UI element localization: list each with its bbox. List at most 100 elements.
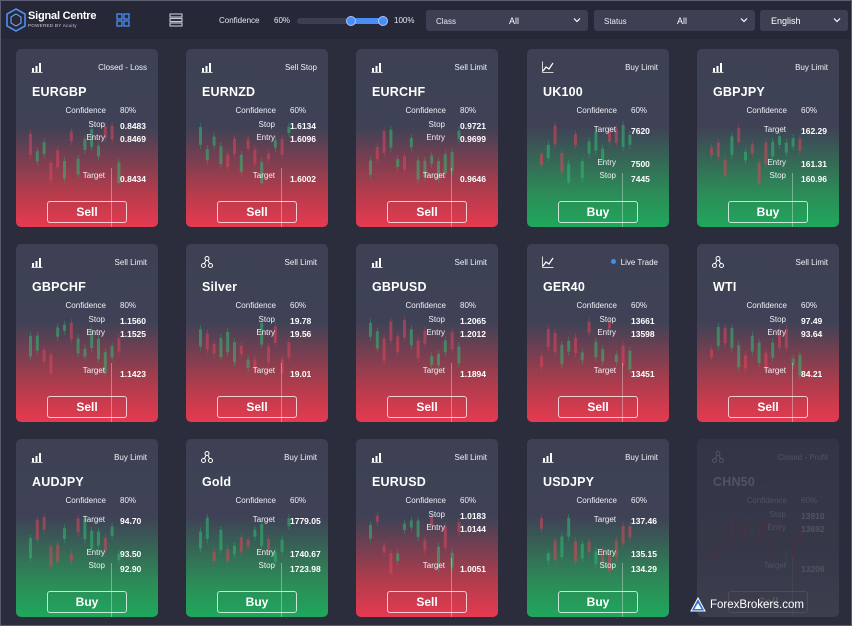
- entry-label: Entry: [256, 548, 275, 557]
- signal-status-text: Live Trade: [620, 258, 658, 267]
- confidence-value: 60%: [801, 496, 818, 505]
- target-label: Target: [82, 366, 105, 375]
- signal-status: Buy Limit: [625, 63, 658, 72]
- signal-status: Closed - Profit: [777, 453, 828, 462]
- target-price: 13206: [801, 564, 825, 574]
- target-label: Target: [763, 366, 786, 375]
- sell-button[interactable]: Sell: [728, 396, 808, 418]
- entry-label: Entry: [597, 328, 616, 337]
- sell-button[interactable]: Sell: [728, 591, 808, 613]
- candlestick-background: [29, 513, 121, 571]
- confidence-value: 60%: [290, 301, 307, 310]
- status-dropdown[interactable]: Status All: [594, 10, 755, 31]
- sell-button[interactable]: Sell: [387, 201, 467, 223]
- confidence-value: 80%: [120, 496, 137, 505]
- stop-price: 97.49: [801, 316, 823, 326]
- buy-button[interactable]: Buy: [728, 201, 808, 223]
- confidence-value: 80%: [120, 301, 137, 310]
- signal-card[interactable]: Closed - Profit CHN50 Confidence 60% Sto…: [697, 439, 839, 617]
- target-label: Target: [763, 561, 786, 570]
- confidence-range-slider[interactable]: [297, 16, 388, 26]
- target-price: 7620: [631, 126, 650, 136]
- stop-label: Stop: [428, 120, 445, 129]
- nodes-icon: [712, 256, 724, 268]
- price-level-line: [622, 173, 623, 227]
- candlestick-background: [540, 121, 632, 185]
- sell-button[interactable]: Sell: [387, 396, 467, 418]
- buy-button[interactable]: Buy: [47, 591, 127, 613]
- sell-button[interactable]: Sell: [217, 396, 297, 418]
- candlestick-background: [540, 513, 632, 575]
- signal-card[interactable]: Sell Limit EURCHF Confidence 80% Stop 0.…: [356, 49, 498, 227]
- stop-price: 13910: [801, 511, 825, 521]
- grid-view-icon[interactable]: [116, 13, 130, 27]
- signal-card[interactable]: Live Trade GER40 Confidence 60% Stop 136…: [527, 244, 669, 422]
- stop-price: 160.96: [801, 174, 827, 184]
- signal-card[interactable]: Buy Limit USDJPY Confidence 60% Target 1…: [527, 439, 669, 617]
- instrument-symbol: USDJPY: [543, 475, 595, 489]
- signal-status: Closed - Loss: [98, 63, 147, 72]
- entry-price: 93.64: [801, 329, 823, 339]
- signal-status: Buy Limit: [625, 453, 658, 462]
- confidence-filter-label: Confidence: [219, 16, 260, 25]
- target-label: Target: [252, 515, 275, 524]
- slider-max-handle[interactable]: [378, 16, 388, 26]
- bar-chart-icon: [201, 63, 213, 73]
- signal-card[interactable]: Buy Limit Gold Confidence 60% Target 177…: [186, 439, 328, 617]
- signal-card[interactable]: Sell Limit EURUSD Confidence 60% Stop 1.…: [356, 439, 498, 617]
- language-dropdown[interactable]: English: [760, 10, 848, 31]
- target-label: Target: [252, 366, 275, 375]
- signal-card[interactable]: Buy Limit AUDJPY Confidence 80% Target 9…: [16, 439, 158, 617]
- price-level-line: [111, 563, 112, 617]
- signal-card[interactable]: Closed - Loss EURGBP Confidence 80% Stop…: [16, 49, 158, 227]
- sell-button[interactable]: Sell: [47, 396, 127, 418]
- confidence-label: Confidence: [65, 496, 106, 505]
- entry-label: Entry: [256, 328, 275, 337]
- sell-button[interactable]: Sell: [387, 591, 467, 613]
- confidence-value: 60%: [631, 301, 648, 310]
- signal-card[interactable]: Buy Limit GBPJPY Confidence 60% Target 1…: [697, 49, 839, 227]
- buy-button[interactable]: Buy: [558, 591, 638, 613]
- signal-card[interactable]: Buy Limit UK100 Confidence 60% Target 76…: [527, 49, 669, 227]
- list-view-icon[interactable]: [169, 13, 183, 27]
- instrument-symbol: GBPJPY: [713, 85, 765, 99]
- buy-button[interactable]: Buy: [558, 201, 638, 223]
- slider-min-handle[interactable]: [346, 16, 356, 26]
- chevron-down-icon: [740, 18, 748, 23]
- signal-card[interactable]: Sell Limit GBPCHF Confidence 80% Stop 1.…: [16, 244, 158, 422]
- stop-price: 92.90: [120, 564, 142, 574]
- signal-status: Sell Stop: [285, 63, 317, 72]
- candlestick-background: [29, 121, 121, 185]
- stop-price: 0.9721: [460, 121, 486, 131]
- confidence-value: 60%: [460, 496, 477, 505]
- target-price: 0.8434: [120, 174, 146, 184]
- class-dropdown[interactable]: Class All: [426, 10, 588, 31]
- buy-button[interactable]: Buy: [217, 591, 297, 613]
- sell-button[interactable]: Sell: [47, 201, 127, 223]
- stop-label: Stop: [599, 561, 616, 570]
- sell-button[interactable]: Sell: [558, 396, 638, 418]
- signal-card[interactable]: Sell Stop EURNZD Confidence 60% Stop 1.6…: [186, 49, 328, 227]
- bar-chart-icon: [371, 453, 383, 463]
- sell-button[interactable]: Sell: [217, 201, 297, 223]
- signal-centre-logo: Signal Centre POWERED BY Acuity: [6, 8, 101, 32]
- confidence-value: 80%: [460, 301, 477, 310]
- confidence-label: Confidence: [65, 301, 106, 310]
- signal-status: Live Trade: [610, 258, 658, 267]
- signal-card[interactable]: Sell Limit GBPUSD Confidence 80% Stop 1.…: [356, 244, 498, 422]
- instrument-symbol: Gold: [202, 475, 232, 489]
- target-price: 1.0051: [460, 564, 486, 574]
- target-label: Target: [252, 171, 275, 180]
- bar-chart-icon: [31, 63, 43, 73]
- entry-price: 1740.67: [290, 549, 321, 559]
- signal-card[interactable]: Sell Limit WTI Confidence 60% Stop 97.49…: [697, 244, 839, 422]
- confidence-label: Confidence: [746, 301, 787, 310]
- signal-status: Buy Limit: [114, 453, 147, 462]
- forexbrokers-logo-icon: [690, 597, 706, 612]
- signal-card[interactable]: Sell Limit Silver Confidence 60% Stop 19…: [186, 244, 328, 422]
- candlestick-background: [369, 511, 461, 575]
- price-level-line: [281, 363, 282, 422]
- confidence-value: 60%: [631, 496, 648, 505]
- line-chart-icon: [542, 256, 554, 268]
- confidence-label: Confidence: [65, 106, 106, 115]
